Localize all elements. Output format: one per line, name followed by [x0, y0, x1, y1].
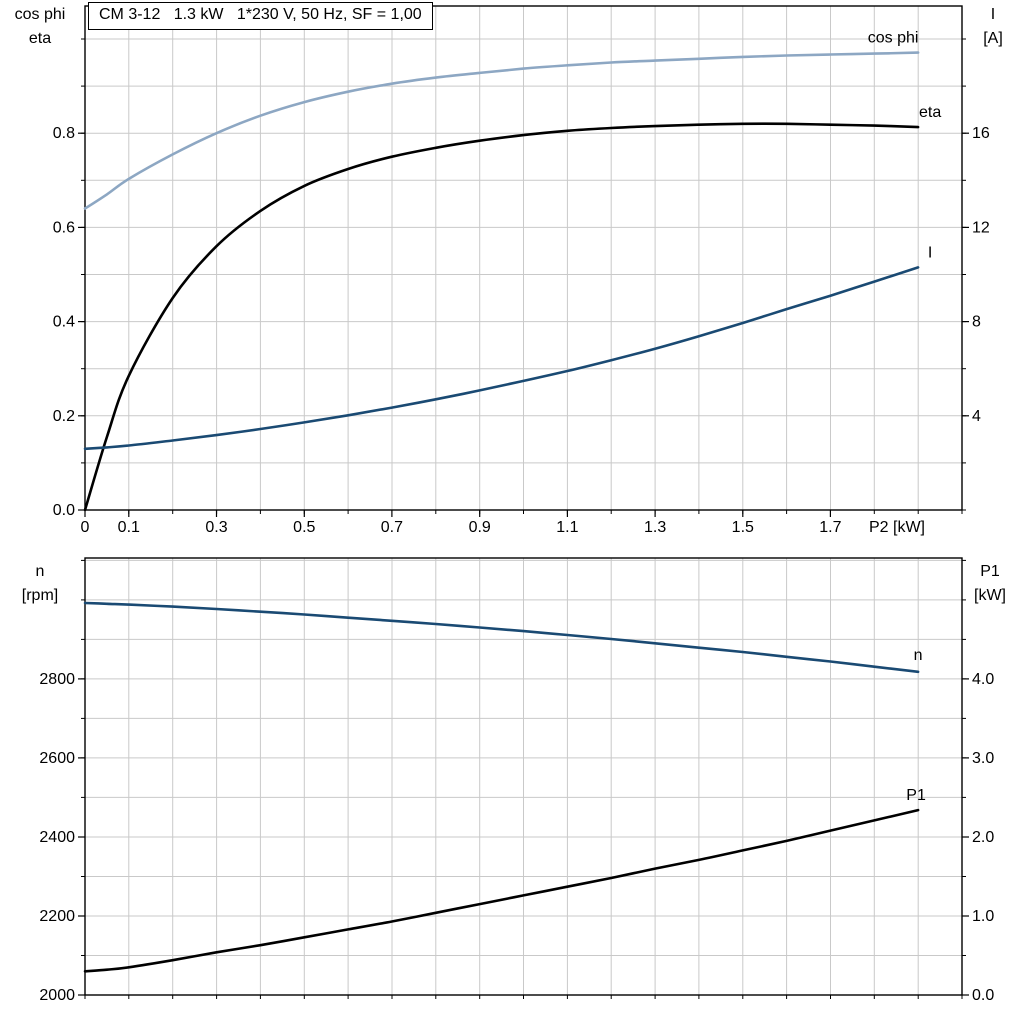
curve-label-cos-phi: cos phi [868, 30, 919, 47]
bottom-chart-right-axis-title: P1 [kW] [956, 560, 1024, 608]
x-tick-label: 1.1 [556, 519, 578, 536]
left-tick-label: 0.4 [53, 314, 75, 331]
left-tick-label: 2600 [39, 750, 75, 767]
curve-i [83, 266, 920, 451]
left-tick-label: 0.0 [53, 502, 75, 519]
left-tick-label: 2400 [39, 829, 75, 846]
x-tick-label: 0.7 [381, 519, 403, 536]
right-tick-label: 4 [972, 408, 981, 425]
x-tick-label: 0.3 [205, 519, 227, 536]
left-tick-label: 0.2 [53, 408, 75, 425]
curve-label-i: I [928, 244, 932, 261]
curve-p1 [83, 808, 920, 973]
right-tick-label: 8 [972, 314, 981, 331]
axis-title-p1-unit: [kW] [974, 587, 1006, 604]
top-chart-right-axis-title: I [A] [964, 3, 1022, 51]
x-tick-label: 0.1 [118, 519, 140, 536]
right-tick-label: 0.0 [972, 987, 994, 1004]
left-tick-label: 2000 [39, 987, 75, 1004]
right-tick-label: 3.0 [972, 750, 994, 767]
axis-title-eta: eta [28, 30, 52, 47]
x-tick-label: 0.5 [293, 519, 315, 536]
x-tick-label: 0 [81, 519, 90, 536]
axis-title-p1: P1 [980, 563, 1000, 580]
axis-title-speed: n [35, 563, 45, 580]
curve-n [83, 601, 920, 674]
axis-title-current-unit: [A] [983, 30, 1003, 47]
axis-title-speed-unit: [rpm] [21, 587, 59, 604]
curve-eta [83, 122, 920, 512]
right-tick-label: 1.0 [972, 908, 994, 925]
bottom-chart-left-axis-title: n [rpm] [0, 560, 80, 608]
left-tick-label: 2200 [39, 908, 75, 925]
right-tick-label: 12 [972, 219, 990, 236]
x-tick-label: 1.5 [732, 519, 754, 536]
axis-title-cos-phi: cos phi [14, 6, 66, 23]
x-tick-label: 1.7 [819, 519, 841, 536]
x-tick-label: 0.9 [469, 519, 491, 536]
axis-title-current: I [990, 6, 996, 23]
right-tick-label: 4.0 [972, 671, 994, 688]
right-tick-label: 16 [972, 125, 990, 142]
curve-cos-phi [83, 51, 920, 210]
curve-label-p1: P1 [906, 787, 926, 804]
x-axis-unit-label: P2 [kW] [869, 519, 925, 536]
top-chart-left-axis-title: cos phi eta [0, 3, 80, 51]
left-tick-label: 2800 [39, 671, 75, 688]
curve-label-n: n [914, 647, 923, 664]
left-tick-label: 0.8 [53, 125, 75, 142]
left-tick-label: 0.6 [53, 219, 75, 236]
chart-title: CM 3-12 1.3 kW 1*230 V, 50 Hz, SF = 1,00 [88, 2, 433, 30]
right-tick-label: 2.0 [972, 829, 994, 846]
curve-label-eta: eta [919, 104, 941, 121]
x-tick-label: 1.3 [644, 519, 666, 536]
